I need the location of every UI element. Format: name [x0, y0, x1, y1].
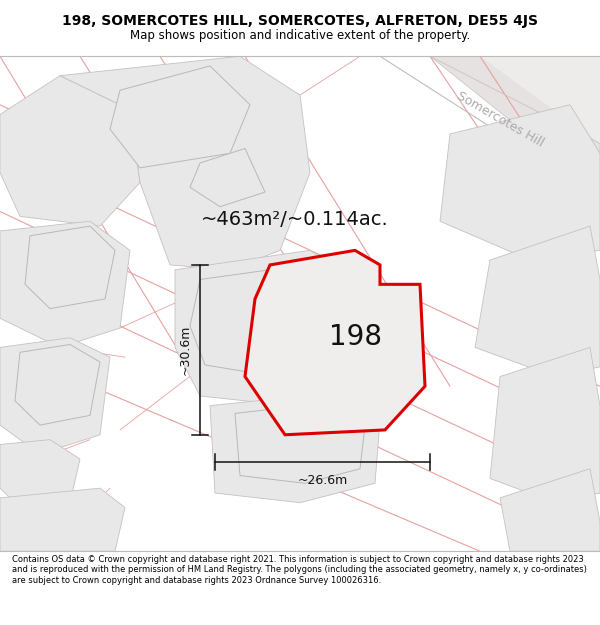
Polygon shape — [235, 401, 365, 483]
Text: Contains OS data © Crown copyright and database right 2021. This information is : Contains OS data © Crown copyright and d… — [12, 555, 587, 585]
Polygon shape — [0, 76, 140, 226]
Polygon shape — [60, 56, 310, 270]
Text: Somercotes Hill: Somercotes Hill — [454, 89, 545, 149]
Polygon shape — [500, 469, 600, 551]
Polygon shape — [190, 149, 265, 207]
Text: 198: 198 — [329, 323, 382, 351]
Polygon shape — [25, 226, 115, 309]
Text: ~26.6m: ~26.6m — [298, 474, 347, 487]
Polygon shape — [210, 391, 380, 502]
Polygon shape — [175, 251, 355, 406]
Polygon shape — [490, 348, 600, 503]
Polygon shape — [0, 221, 130, 348]
Polygon shape — [440, 105, 600, 260]
Polygon shape — [380, 56, 600, 192]
Text: 198, SOMERCOTES HILL, SOMERCOTES, ALFRETON, DE55 4JS: 198, SOMERCOTES HILL, SOMERCOTES, ALFRET… — [62, 14, 538, 28]
Polygon shape — [0, 338, 110, 454]
Text: Map shows position and indicative extent of the property.: Map shows position and indicative extent… — [130, 29, 470, 42]
Polygon shape — [190, 265, 335, 376]
Polygon shape — [430, 56, 600, 144]
Polygon shape — [110, 66, 250, 168]
Text: ~30.6m: ~30.6m — [179, 324, 192, 375]
Polygon shape — [0, 488, 125, 551]
Text: ~463m²/~0.114ac.: ~463m²/~0.114ac. — [201, 210, 389, 229]
Polygon shape — [15, 344, 100, 425]
Polygon shape — [0, 439, 80, 508]
Polygon shape — [475, 226, 600, 376]
Polygon shape — [245, 251, 425, 435]
